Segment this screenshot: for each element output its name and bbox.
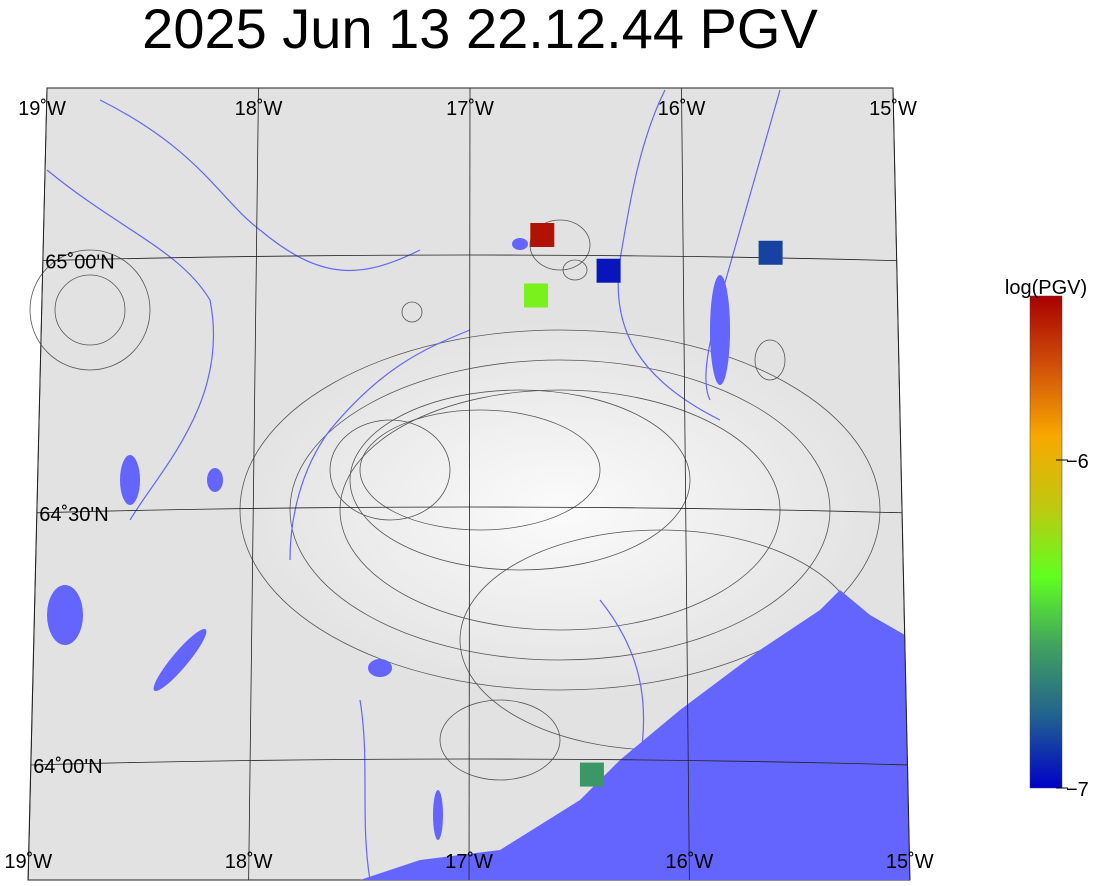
contour [29,249,151,371]
lon-label-bottom: 19˚W [4,851,52,873]
contour [754,339,786,381]
parallel [30,758,908,766]
stations [524,223,783,787]
contour [349,389,691,571]
lon-label-bottom: 17˚W [445,851,493,873]
contour [289,359,831,661]
graticule-labels: 19˚W 19˚W 18˚W 18˚W 17˚W 17˚W 16˚W 16˚W 15˚W 15˚W… [4,98,933,873]
lon-label-bottom: 18˚W [225,851,273,873]
ocean [360,590,910,880]
meridian [27,87,48,881]
station-marker[interactable] [596,258,621,283]
colorbar-tick-label: −7 [1066,779,1089,801]
contour [239,329,881,691]
meridian [681,87,690,881]
contour [401,301,423,323]
lat-label: 64˚30'N [39,504,108,526]
contour [562,259,588,281]
lon-label-top: 17˚W [446,98,494,120]
contour [359,409,601,531]
lon-label-bottom: 16˚W [665,851,713,873]
colorbar-tick-label: −6 [1066,451,1089,473]
lon-label-bottom: 15˚W [886,851,934,873]
colorbar-label: log(PGV) [1005,277,1087,299]
colorbar: log(PGV) −6 −7 [1005,277,1089,801]
contour [54,274,126,346]
station-marker[interactable] [579,762,604,787]
graticule [27,87,911,881]
station-marker[interactable] [758,240,783,265]
lat-label: 65˚00'N [45,252,114,274]
contour [529,219,591,271]
meridian [468,87,471,881]
station-marker[interactable] [530,223,555,248]
parallel [42,254,897,262]
parallel [36,506,903,514]
colorbar-scale [1029,295,1063,789]
contour [329,419,451,521]
lon-label-top: 15˚W [869,98,917,120]
station-marker[interactable] [524,283,549,308]
lon-label-top: 16˚W [658,98,706,120]
glacier [230,320,890,700]
lon-label-top: 19˚W [18,98,66,120]
lon-label-top: 18˚W [235,98,283,120]
map-title: 2025 Jun 13 22.12.44 PGV [142,0,818,60]
meridian [248,87,259,881]
meridian [892,87,911,881]
contour [439,699,561,781]
lat-label: 64˚00'N [33,756,102,778]
lakes [47,238,730,840]
